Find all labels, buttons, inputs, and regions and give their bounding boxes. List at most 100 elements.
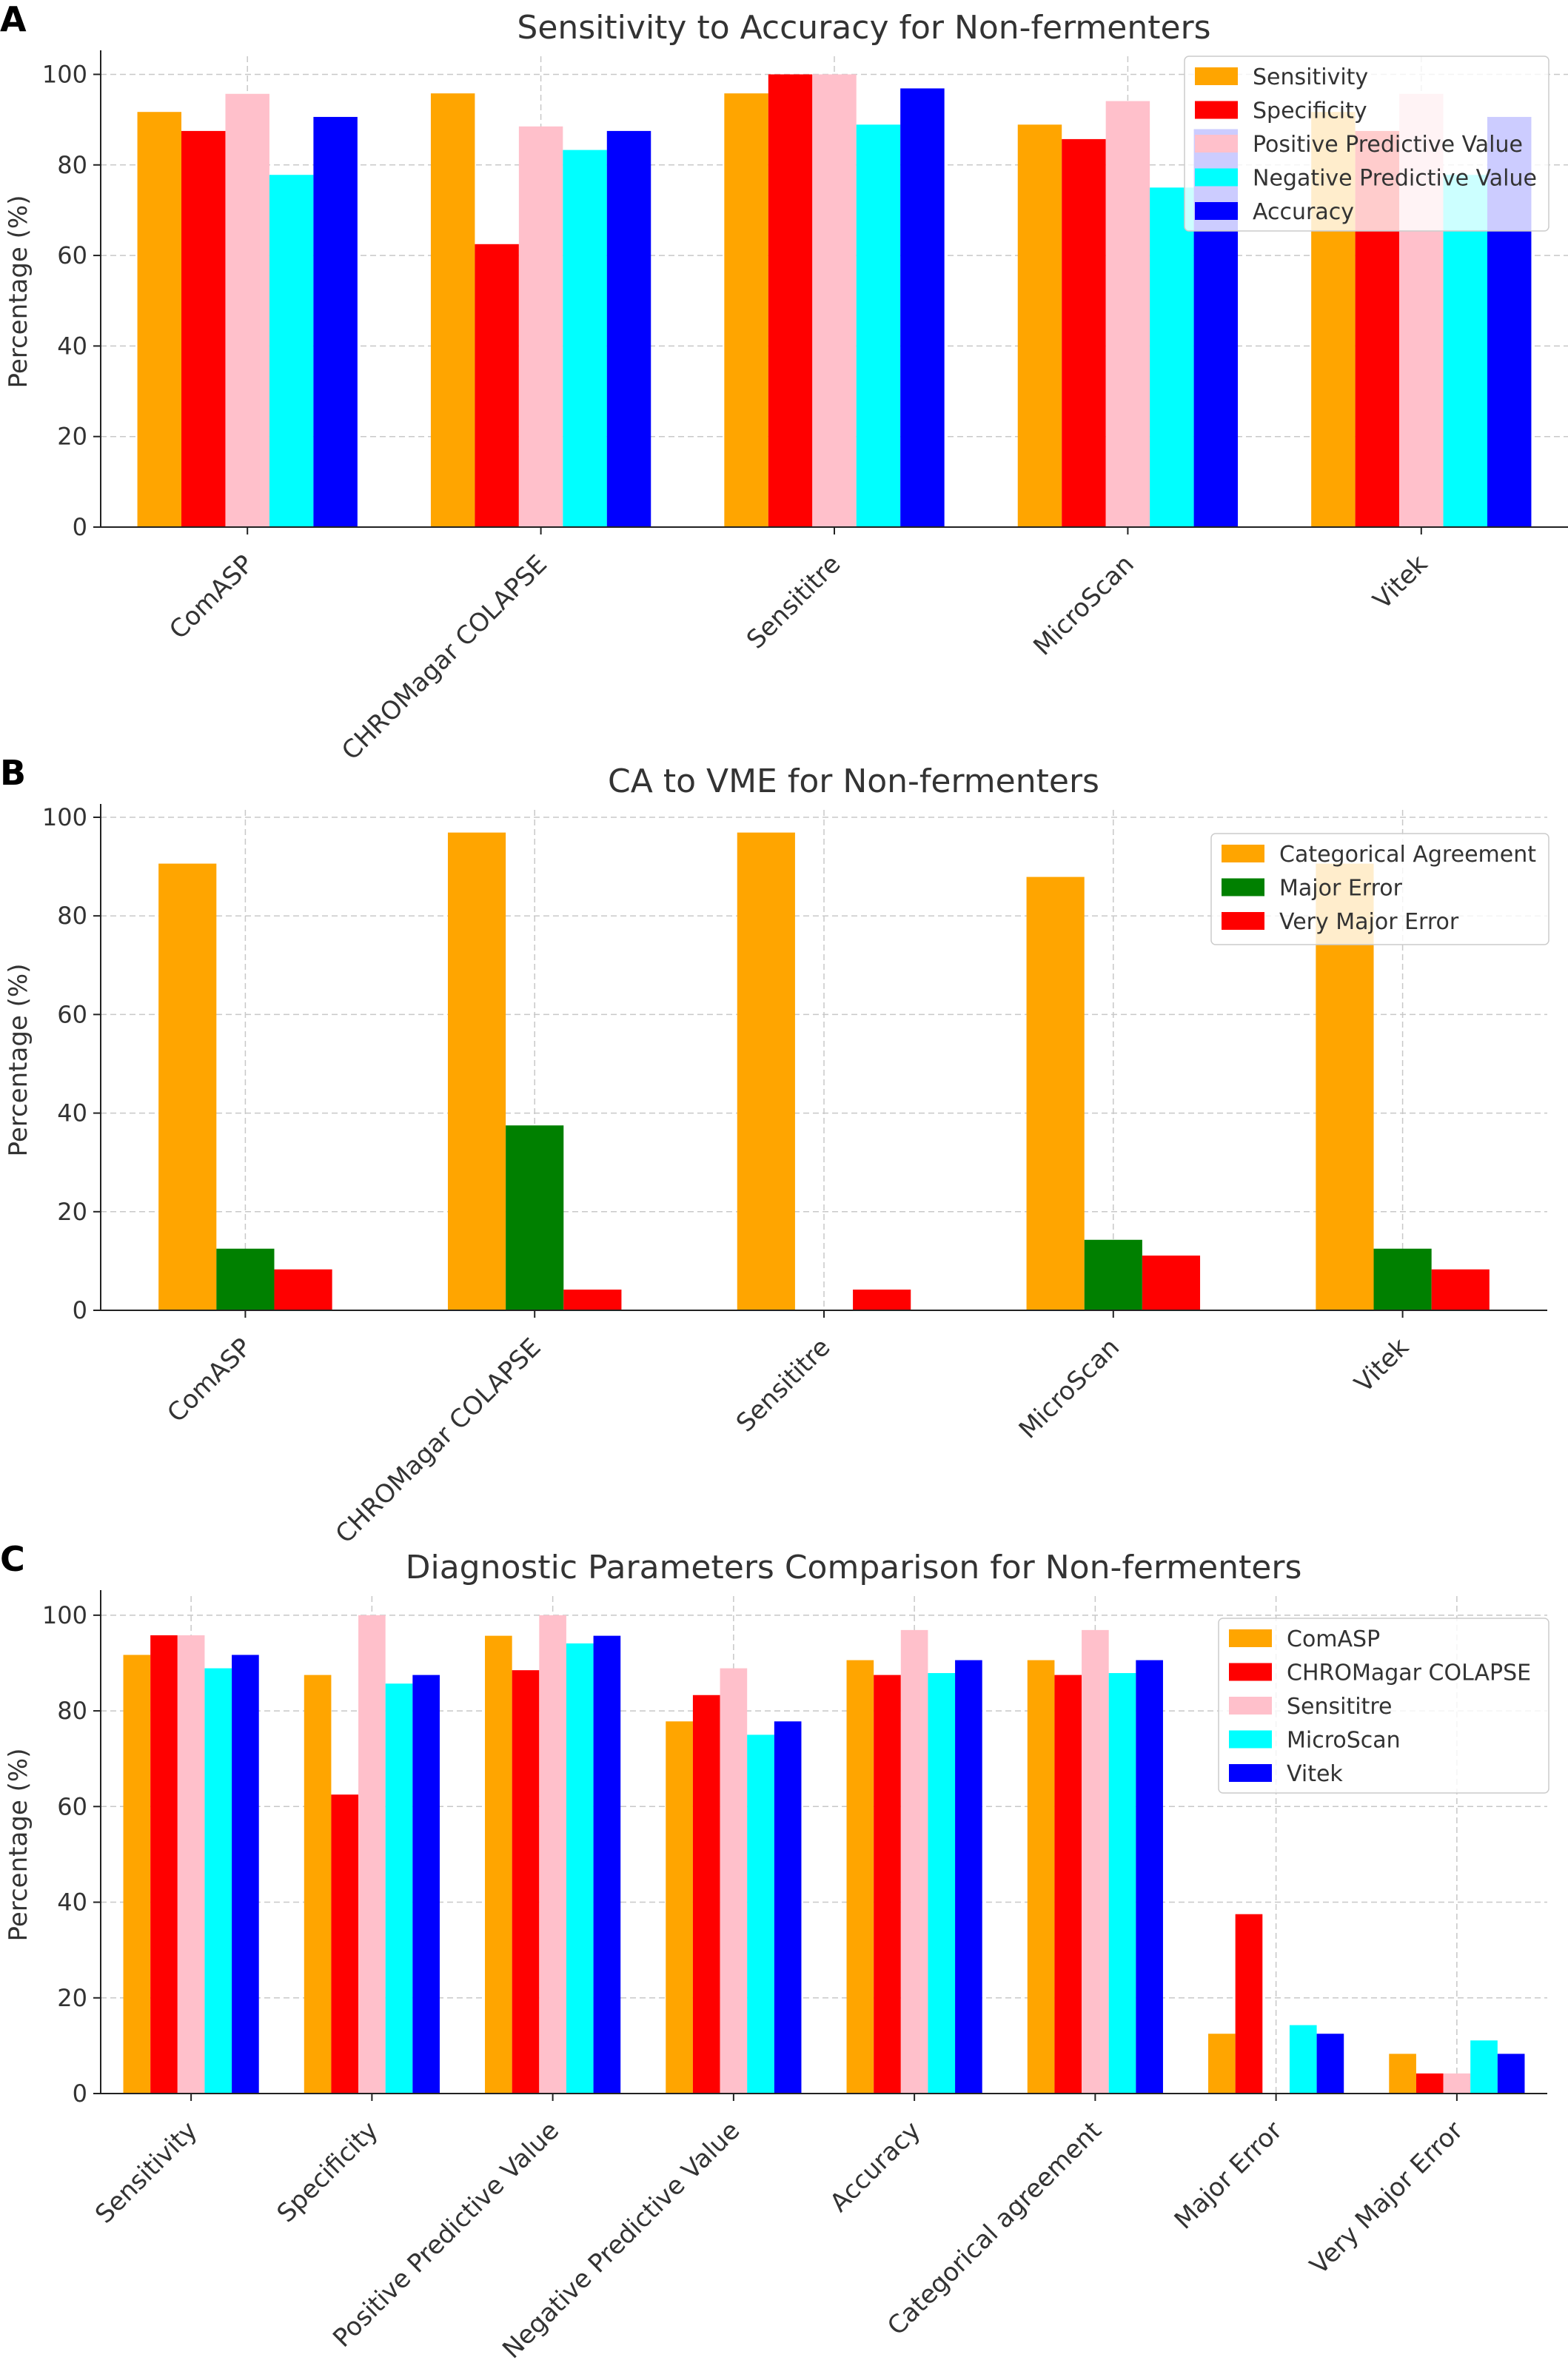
y-tick-label: 100 <box>42 803 87 831</box>
bar-sensititre-3 <box>539 1615 566 2094</box>
legend-label: Major Error <box>1279 876 1403 902</box>
x-tick-label: Categorical agreement <box>882 2116 1108 2342</box>
x-tick-label: Sensitivity <box>90 2116 203 2229</box>
bar-sensitivity-1 <box>137 112 182 527</box>
bar-sensitivity-4 <box>1017 124 1062 528</box>
y-axis-label: Percentage (%) <box>4 1749 33 1942</box>
bar-microscan-3 <box>566 1643 594 2094</box>
bar-very-major-error-3 <box>853 1290 911 1310</box>
panel-label: C <box>0 1539 25 1579</box>
bar-sensitivity-3 <box>724 93 768 527</box>
bar-positive-predictive-value-1 <box>225 93 269 527</box>
bar-negative-predictive-value-3 <box>856 124 901 528</box>
bar-microscan-8 <box>1470 2040 1498 2094</box>
legend-label: Categorical Agreement <box>1279 842 1536 868</box>
bar-chromagar-colapse-4 <box>692 1695 720 2094</box>
bar-vitek-3 <box>593 1635 621 2094</box>
bar-specificity-1 <box>181 130 226 528</box>
y-tick-label: 60 <box>57 241 87 269</box>
legend-swatch <box>1195 168 1238 187</box>
bar-sensititre-5 <box>900 1629 928 2094</box>
legend-swatch <box>1229 1663 1272 1681</box>
legend-swatch <box>1229 1730 1272 1749</box>
bar-categorical-agreement-4 <box>1026 877 1085 1310</box>
bar-sensititre-8 <box>1443 2073 1471 2094</box>
bar-very-major-error-4 <box>1142 1256 1201 1310</box>
bar-categorical-agreement-3 <box>737 832 795 1310</box>
legend-swatch <box>1222 845 1264 862</box>
bar-microscan-6 <box>1108 1673 1136 2094</box>
bar-comasp-2 <box>304 1675 332 2094</box>
x-tick-label: Vitek <box>1367 549 1433 615</box>
bar-negative-predictive-value-1 <box>269 175 314 527</box>
bar-sensititre-2 <box>358 1615 386 2094</box>
x-tick-label: MicroScan <box>1013 1333 1125 1444</box>
bar-comasp-5 <box>846 1660 874 2094</box>
legend-swatch <box>1222 912 1264 930</box>
legend: Categorical Agreement Major Error Very Maj… <box>1210 833 1549 945</box>
legend-label: Positive Predictive Value <box>1253 132 1523 158</box>
y-tick-label: 40 <box>57 1888 87 1917</box>
legend-box <box>1218 1618 1549 1794</box>
bar-chromagar-colapse-3 <box>512 1670 540 2094</box>
bar-major-error-5 <box>1373 1248 1432 1310</box>
chart-panel-b: B CA to VME for Non-fermenters 0 20 40 60 80 10… <box>0 753 1549 1549</box>
legend-label: MicroScan <box>1287 1728 1401 1754</box>
legend-box <box>1210 833 1549 945</box>
bar-vitek-4 <box>774 1721 802 2094</box>
bar-vitek-8 <box>1497 2054 1525 2094</box>
bar-microscan-1 <box>204 1668 232 2094</box>
legend-label: Sensititre <box>1287 1694 1392 1720</box>
bar-positive-predictive-value-2 <box>518 126 563 528</box>
bar-chromagar-colapse-5 <box>874 1675 901 2094</box>
legend-box <box>1184 56 1549 232</box>
legend-label: Accuracy <box>1253 199 1354 225</box>
bar-very-major-error-2 <box>563 1290 622 1310</box>
y-tick-label: 0 <box>73 1296 87 1324</box>
bar-vitek-2 <box>412 1675 440 2094</box>
legend-label: Specificity <box>1253 98 1367 124</box>
legend-swatch <box>1195 202 1238 220</box>
x-tick-label: Sensititre <box>741 549 846 654</box>
bar-negative-predictive-value-4 <box>1150 187 1194 527</box>
legend-swatch <box>1229 1629 1272 1647</box>
bar-sensititre-4 <box>720 1668 748 2094</box>
bar-microscan-5 <box>928 1673 956 2094</box>
x-tick-label: Very Major Error <box>1304 2116 1469 2280</box>
bar-accuracy-3 <box>900 88 945 527</box>
y-tick-label: 20 <box>57 423 87 451</box>
bar-comasp-7 <box>1208 2034 1236 2094</box>
bar-chromagar-colapse-2 <box>331 1794 359 2094</box>
y-tick-label: 100 <box>42 1601 87 1629</box>
x-tick-label: ComASP <box>161 1333 257 1428</box>
chart-title: Diagnostic Parameters Comparison for Non… <box>406 1549 1302 1586</box>
legend-label: Negative Predictive Value <box>1253 166 1537 192</box>
bar-accuracy-1 <box>313 116 358 527</box>
bar-vitek-5 <box>955 1660 982 2094</box>
legend-label: Vitek <box>1287 1761 1343 1787</box>
bar-comasp-6 <box>1027 1660 1055 2094</box>
bar-comasp-3 <box>485 1635 512 2094</box>
y-tick-label: 0 <box>73 2079 87 2108</box>
chart-panel-a: A Sensitivity to Accuracy for Non-ferment… <box>0 0 1568 766</box>
bar-specificity-3 <box>768 74 813 527</box>
legend-swatch <box>1229 1697 1272 1715</box>
bar-chromagar-colapse-8 <box>1415 2073 1444 2094</box>
y-tick-label: 20 <box>57 1198 87 1226</box>
x-tick-label: CHROMagar COLAPSE <box>330 1333 547 1549</box>
y-tick-label: 20 <box>57 1984 87 2012</box>
bar-microscan-2 <box>385 1683 413 2094</box>
bar-very-major-error-1 <box>274 1269 332 1310</box>
legend-swatch <box>1195 101 1238 119</box>
chart-title: Sensitivity to Accuracy for Non-fermente… <box>517 9 1210 47</box>
bar-accuracy-2 <box>606 130 651 528</box>
bar-major-error-1 <box>216 1248 275 1310</box>
y-tick-label: 80 <box>57 1697 87 1725</box>
legend-swatch <box>1222 878 1264 896</box>
x-tick-label: Specificity <box>272 2116 384 2228</box>
bar-categorical-agreement-1 <box>158 863 217 1310</box>
bar-vitek-6 <box>1136 1660 1163 2094</box>
panel-label: A <box>0 0 27 39</box>
chart-title: CA to VME for Non-fermenters <box>608 762 1099 800</box>
legend-swatch <box>1195 67 1238 85</box>
